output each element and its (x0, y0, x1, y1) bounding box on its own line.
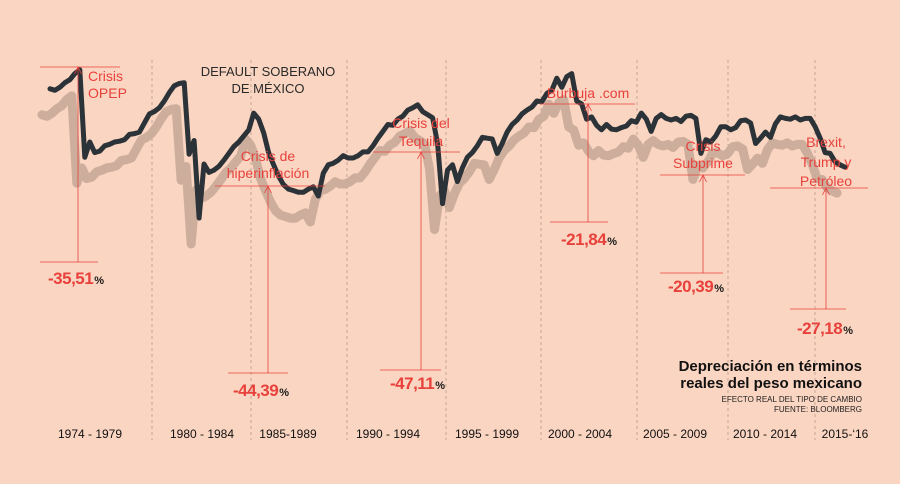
period-label: 2000 - 2004 (548, 427, 612, 441)
event-label: hiperinflación (227, 165, 310, 181)
event-label: OPEP (88, 85, 127, 101)
event-annotation: Burbuja .com -21,84% (540, 85, 635, 249)
period-label: 2010 - 2014 (733, 427, 797, 441)
event-annotation: Brexit, Trump y Petróleo -27,18% (770, 134, 868, 338)
event-depreciation-value: -44,39% (233, 381, 289, 400)
default-annotation-line1: DEFAULT SOBERANO (201, 64, 336, 79)
event-depreciation-value: -21,84% (561, 230, 617, 249)
event-annotation: Crisis del Tequila -47,11% (373, 115, 460, 393)
event-arrowhead (74, 66, 82, 75)
event-label: Brexit, (806, 134, 846, 150)
period-label: 2005 - 2009 (643, 427, 707, 441)
event-depreciation-value: -47,11% (390, 374, 445, 393)
chart-title-line2: reales del peso mexicano (680, 375, 862, 392)
period-label: 1985-1989 (259, 427, 317, 441)
period-label: 1974 - 1979 (58, 427, 122, 441)
period-labels: 1974 - 1979 1980 - 1984 1985-1989 1990 - 19… (58, 427, 869, 441)
main-series (47, 67, 848, 221)
period-label: 1980 - 1984 (170, 427, 234, 441)
event-arrowhead (584, 103, 592, 112)
event-label: Petróleo (800, 173, 852, 189)
chart-source: FUENTE: BLOOMBERG (774, 405, 862, 414)
event-label: Crisis de (241, 148, 296, 164)
event-label: Trump y (801, 154, 852, 170)
event-label: Crisis del (392, 115, 450, 131)
event-label: Crisis (88, 68, 123, 84)
event-arrowhead (699, 174, 707, 183)
period-label: 2015-‘16 (822, 427, 869, 441)
chart-subtitle: EFECTO REAL DEL TIPO DE CAMBIO (722, 395, 862, 404)
event-arrowhead (822, 187, 830, 196)
event-depreciation-value: -35,51% (48, 269, 104, 288)
period-label: 1995 - 1999 (455, 427, 519, 441)
event-label: Subprime (673, 155, 733, 171)
series-line (47, 67, 848, 221)
event-arrowhead (417, 151, 425, 160)
event-label: Tequila (399, 133, 444, 149)
chart-title-line1: Depreciación en términos (679, 358, 862, 375)
default-annotation-line2: DE MÉXICO (232, 81, 305, 96)
event-arrowhead (264, 185, 272, 194)
event-label: Crisis (686, 138, 721, 154)
event-label: Burbuja .com (547, 85, 629, 101)
event-depreciation-value: -20,39% (668, 277, 724, 296)
event-depreciation-value: -27,18% (797, 319, 853, 338)
period-label: 1990 - 1994 (356, 427, 420, 441)
